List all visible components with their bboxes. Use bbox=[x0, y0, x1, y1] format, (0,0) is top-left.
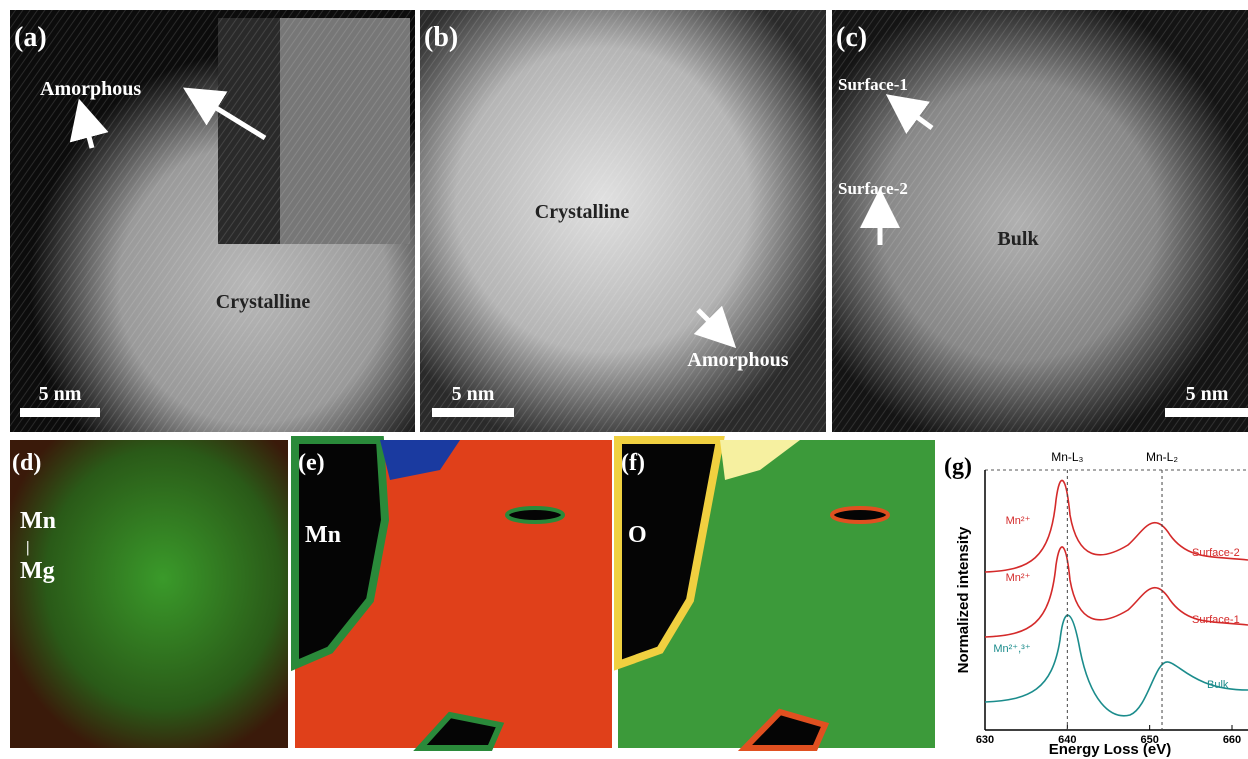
curve-name: Surface-1 bbox=[1192, 614, 1240, 626]
annotation: | bbox=[26, 539, 30, 556]
y-axis-label: Normalized intensity bbox=[955, 526, 972, 673]
annotation: Crystalline bbox=[535, 201, 630, 223]
scale-bar bbox=[432, 408, 514, 417]
x-tick-label: 660 bbox=[1223, 734, 1241, 746]
scale-label: 5 nm bbox=[1186, 383, 1229, 405]
x-tick-label: 630 bbox=[976, 734, 994, 746]
panel-label: (d) bbox=[12, 450, 41, 476]
panel-label: (c) bbox=[836, 22, 867, 53]
scale-label: 5 nm bbox=[452, 383, 495, 405]
panel-label: (g) bbox=[944, 454, 972, 480]
x-tick-label: 650 bbox=[1140, 734, 1158, 746]
panel-e: (e) Mn bbox=[295, 440, 612, 748]
panel-a: (a) Amorphous Crystalline 5 nm bbox=[10, 10, 415, 432]
reference-label: Mn-L₂ bbox=[1146, 450, 1178, 464]
figure: (a) Amorphous Crystalline 5 nm (b) Cryst… bbox=[0, 0, 1248, 759]
annotation: Bulk bbox=[997, 228, 1039, 250]
panel-label: (a) bbox=[14, 22, 47, 53]
annotation: Mg bbox=[20, 558, 55, 584]
curve-name: Bulk bbox=[1207, 679, 1229, 691]
panel-c: (c) Surface-1 Surface-2 Bulk 5 nm bbox=[832, 10, 1248, 432]
curve-state: Mn²⁺,³⁺ bbox=[993, 643, 1030, 655]
scale-label: 5 nm bbox=[39, 383, 82, 405]
panel-b: (b) Crystalline Amorphous 5 nm bbox=[420, 10, 826, 432]
annotation: Crystalline bbox=[216, 291, 311, 313]
annotation: Surface-1 bbox=[838, 75, 908, 94]
curve-state: Mn²⁺ bbox=[1006, 572, 1031, 584]
annotation: Mn bbox=[305, 522, 341, 548]
x-tick-label: 640 bbox=[1058, 734, 1076, 746]
annotation: O bbox=[628, 522, 647, 548]
panel-f: (f) O bbox=[618, 440, 935, 748]
panel-label: (f) bbox=[621, 450, 645, 476]
scale-bar bbox=[20, 408, 100, 417]
annotation: Surface-2 bbox=[838, 179, 908, 198]
panel-g: (g) Normalized intensity Energy Loss (eV… bbox=[944, 450, 1248, 758]
panel-label: (b) bbox=[424, 22, 458, 53]
scale-bar bbox=[1165, 408, 1248, 417]
panel-d: (d) Mn | Mg bbox=[10, 440, 288, 748]
panel-label: (e) bbox=[298, 450, 325, 476]
annotation: Amorphous bbox=[40, 78, 141, 100]
annotation: Amorphous bbox=[687, 349, 788, 371]
annotation: Mn bbox=[20, 508, 56, 534]
curve-name: Surface-2 bbox=[1192, 547, 1240, 559]
curve-state: Mn²⁺ bbox=[1006, 515, 1031, 527]
reference-label: Mn-L₃ bbox=[1051, 450, 1083, 464]
